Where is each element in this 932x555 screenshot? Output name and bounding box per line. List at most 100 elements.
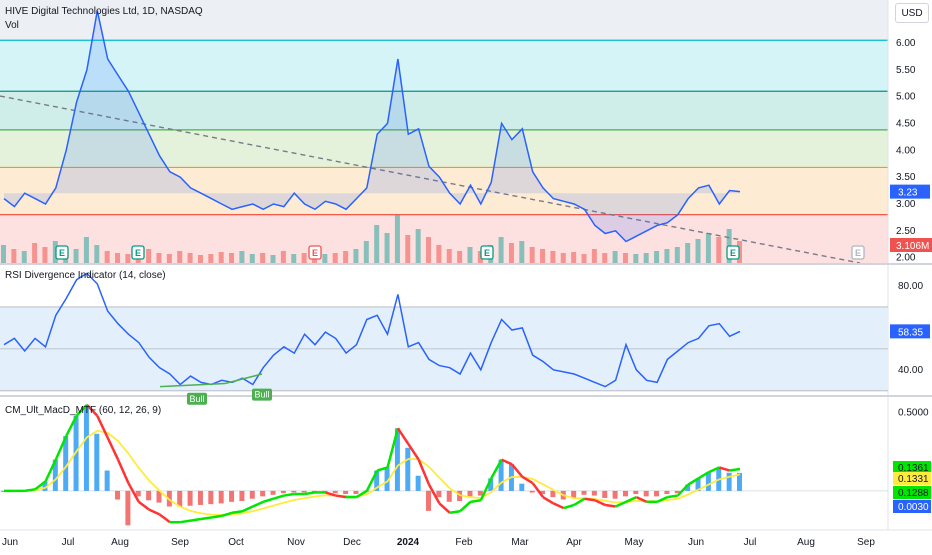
macd-line-segment	[490, 458, 503, 479]
macd-line-segment	[116, 459, 130, 484]
macd-histogram-bar	[83, 405, 89, 491]
volume-bar	[591, 249, 597, 263]
macd-line-segment	[44, 459, 57, 483]
macd-histogram-bar	[42, 481, 48, 491]
volume-bar	[1, 245, 6, 263]
volume-bar	[426, 237, 432, 263]
macd-line-segment	[676, 483, 690, 497]
time-tick-label: Aug	[797, 537, 815, 548]
macd-line-segment	[510, 463, 524, 478]
volume-bar	[705, 233, 711, 263]
macd-histogram-bar	[353, 490, 359, 495]
price-tick-label: 4.00	[896, 145, 916, 156]
volume-bar	[394, 215, 400, 263]
time-tick-label: Jul	[62, 537, 75, 548]
macd-value-badge	[893, 461, 931, 474]
time-tick-label: Apr	[566, 537, 582, 548]
time-tick-label: Sep	[171, 537, 189, 548]
macd-line-segment	[449, 509, 461, 515]
macd-line-segment	[190, 517, 202, 522]
macd-histogram-bar	[415, 475, 421, 491]
macd-histogram-bar	[436, 490, 442, 498]
macd-line-segment	[584, 497, 596, 502]
macd-line-segment	[324, 491, 337, 497]
volume-bar	[270, 255, 276, 263]
earnings-marker-box	[851, 245, 865, 260]
macd-line-segment	[396, 427, 410, 445]
macd-line-segment	[438, 502, 451, 514]
macd-line-segment	[262, 497, 274, 504]
currency-button[interactable]: USD	[895, 3, 929, 23]
macd-line-segment	[708, 466, 720, 474]
macd-histogram-bar	[737, 472, 742, 491]
volume-bar	[467, 247, 473, 263]
volume-bar	[229, 253, 235, 263]
macd-line-segment	[407, 443, 420, 461]
earnings-marker-glyph: E	[312, 248, 318, 258]
macd-line-segment	[355, 489, 368, 499]
volume-bar	[540, 249, 546, 263]
macd-histogram-bar	[477, 490, 483, 496]
macd-line-segment	[365, 469, 379, 492]
volume-last-badge	[890, 238, 932, 252]
volume-bar	[436, 245, 442, 263]
volume-bar	[633, 254, 639, 263]
macd-value-badge	[893, 472, 931, 485]
time-tick-label: 2024	[397, 537, 420, 548]
earnings-marker-glyph: E	[855, 248, 861, 258]
price-tick-label: 3.00	[896, 199, 916, 210]
macd-histogram-bar	[291, 490, 297, 493]
macd-line-segment	[417, 459, 431, 486]
rsi-tick-label: 40.00	[898, 365, 923, 376]
macd-histogram-bar	[664, 490, 670, 495]
macd-line-segment	[127, 482, 140, 503]
bull-divergence-line	[159, 382, 226, 388]
volume-bar	[571, 252, 577, 263]
volume-bar	[695, 239, 701, 263]
volume-bar	[477, 251, 483, 263]
bull-divergence-line	[224, 373, 263, 385]
macd-histogram-bar	[156, 490, 162, 503]
macd-line-segment	[459, 500, 472, 513]
macd-histogram-bar	[187, 490, 193, 506]
macd-histogram-bar	[457, 490, 463, 502]
macd-line-segment	[86, 403, 99, 417]
macd-line-segment	[697, 471, 710, 480]
volume-bar	[125, 254, 131, 263]
macd-line-segment	[594, 499, 606, 507]
macd-line-segment	[521, 475, 534, 485]
macd-histogram-bar	[208, 490, 214, 505]
rsi-last-label: 58.35	[898, 327, 923, 338]
price-axis-bg	[888, 0, 932, 550]
volume-bar	[166, 254, 172, 263]
macd-line-segment	[615, 500, 627, 508]
volume-bar	[353, 249, 359, 263]
volume-bar	[332, 253, 338, 263]
macd-line-segment	[54, 435, 68, 461]
volume-bar	[560, 253, 566, 263]
macd-line-segment	[96, 415, 109, 439]
volume-bar	[446, 249, 452, 263]
macd-line-segment	[273, 494, 285, 500]
volume-bar	[42, 247, 48, 263]
time-tick-label: Feb	[455, 537, 473, 548]
macd-line-segment	[605, 503, 616, 508]
volume-bar	[218, 252, 224, 263]
macd-histogram-bar	[374, 470, 380, 491]
macd-line-segment	[542, 496, 555, 505]
macd-tick-label: 0.5000	[898, 408, 929, 419]
volume-bar	[115, 253, 121, 263]
volume-bar	[674, 247, 680, 263]
macd-histogram-bar	[519, 483, 525, 491]
macd-histogram-bar	[1, 490, 6, 492]
time-tick-label: Sep	[857, 537, 875, 548]
macd-line-segment	[625, 496, 637, 503]
volume-label: Vol	[5, 20, 19, 31]
macd-histogram-bar	[581, 490, 587, 495]
price-band	[0, 0, 888, 41]
bull-label: Bull	[254, 390, 269, 400]
volume-bar	[508, 243, 514, 263]
volume-bar	[654, 251, 660, 263]
macd-histogram-bar	[550, 490, 556, 498]
